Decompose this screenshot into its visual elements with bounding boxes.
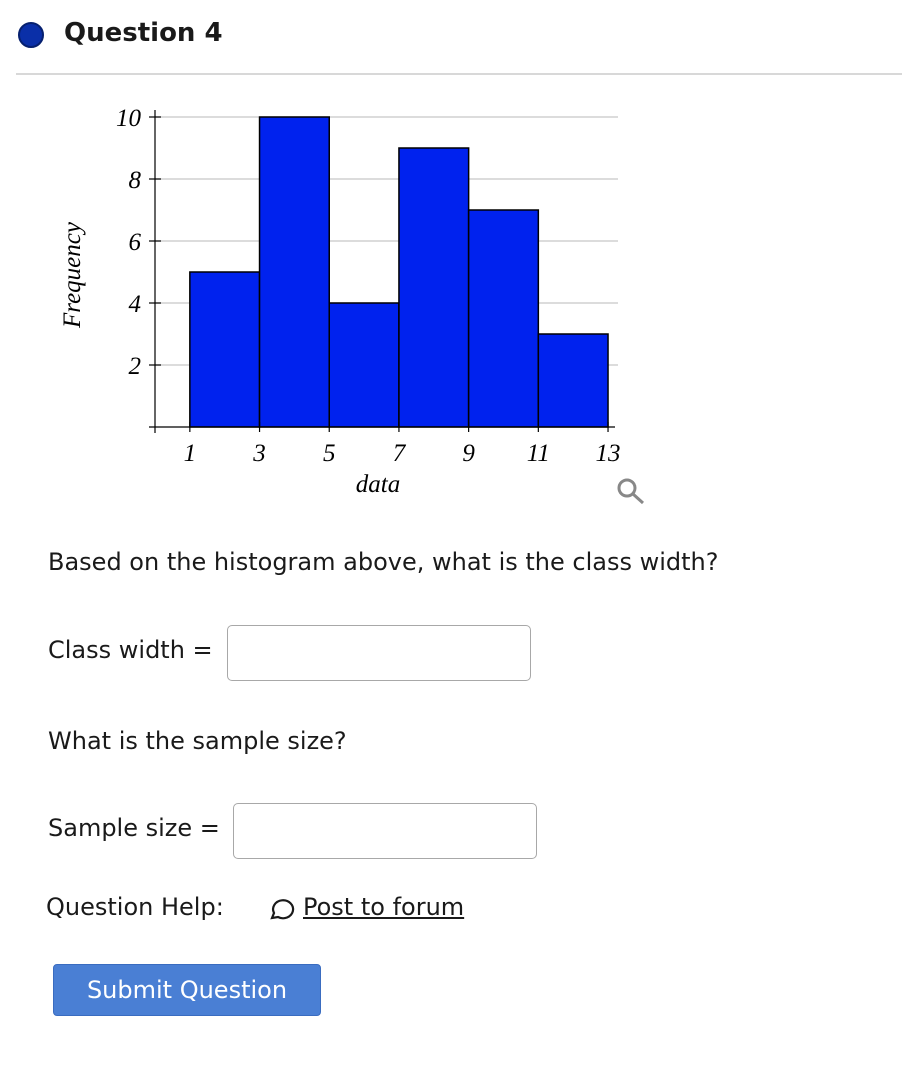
x-tick-label: 9 <box>462 440 475 467</box>
forum-link[interactable]: Post to forum <box>303 893 465 921</box>
y-axis-label: Frequency <box>59 221 86 329</box>
y-tick-label: 8 <box>129 167 142 194</box>
y-tick-label: 10 <box>116 105 142 132</box>
question-text: Based on the histogram above, what is th… <box>48 548 719 576</box>
sample-size-input[interactable] <box>233 803 537 859</box>
field-label: Sample size = <box>48 814 220 842</box>
question-title: Question 4 <box>64 18 223 48</box>
histogram-bar <box>398 147 470 428</box>
zoom-icon[interactable] <box>617 478 645 505</box>
help-label: Question Help: <box>46 893 224 921</box>
x-tick-label: 11 <box>527 440 550 467</box>
histogram-bar <box>258 116 330 428</box>
submit-button[interactable]: Submit Question <box>53 964 321 1016</box>
x-tick-label: 5 <box>323 440 336 467</box>
histogram-bar <box>537 333 609 428</box>
comment-icon <box>270 899 295 920</box>
y-tick-label: 2 <box>129 353 142 380</box>
histogram-bar <box>467 209 540 428</box>
y-tick-label: 4 <box>129 291 142 318</box>
question-text: What is the sample size? <box>48 727 347 755</box>
status-dot <box>18 22 44 48</box>
divider <box>16 73 902 75</box>
field-label: Class width = <box>48 636 213 664</box>
x-tick-label: 7 <box>393 440 407 467</box>
x-tick-label: 3 <box>252 440 266 467</box>
class-width-input[interactable] <box>227 625 531 681</box>
histogram-bar <box>189 271 261 428</box>
histogram-bar <box>328 302 400 428</box>
y-tick-label: 6 <box>129 229 142 256</box>
x-axis-label: data <box>356 471 400 498</box>
x-tick-label: 13 <box>596 440 621 467</box>
x-tick-label: 1 <box>184 440 197 467</box>
